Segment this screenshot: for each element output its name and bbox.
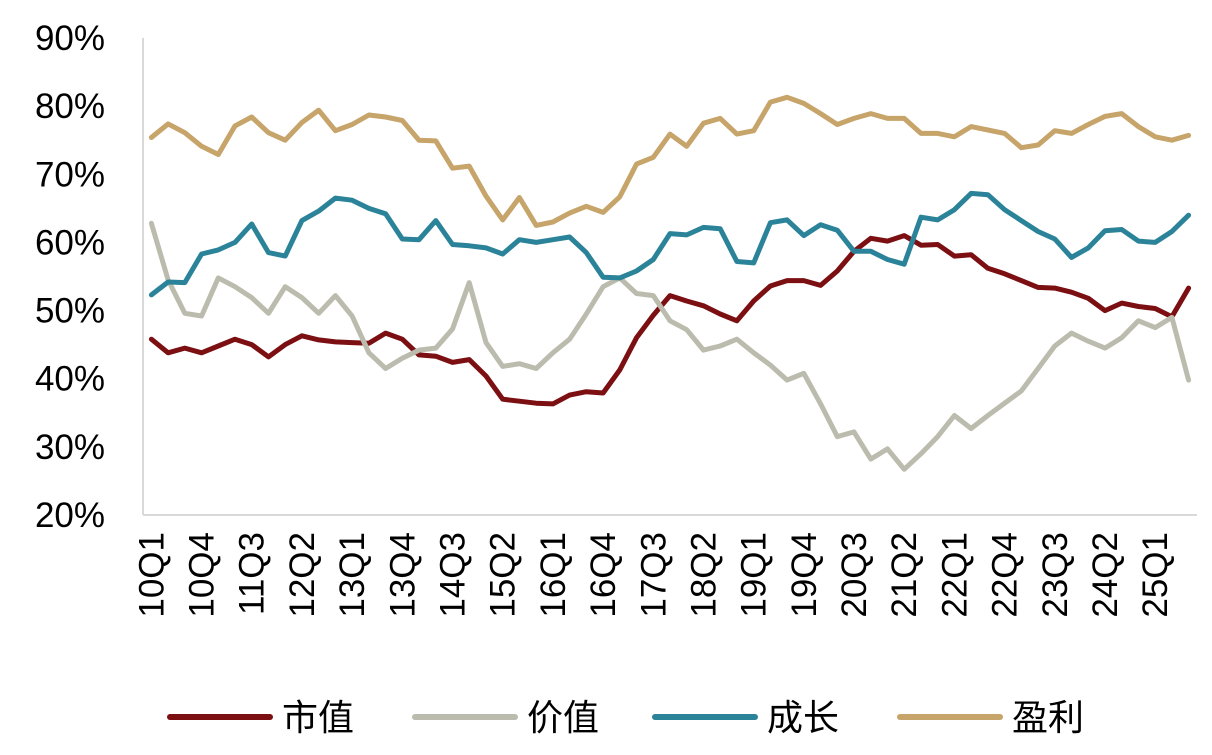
x-tick-label: 21Q2 [885,532,924,618]
legend: 市值 价值 成长 盈利 [167,697,1084,738]
x-tick-label: 13Q4 [383,532,422,618]
y-axis: 20% 30% 40% 50% 60% 70% 80% 90% [35,19,144,535]
x-tick-label: 15Q2 [484,532,523,618]
y-tick-label: 30% [35,428,105,467]
x-tick-label: 10Q4 [183,532,222,618]
x-tick-label: 11Q3 [233,532,272,615]
legend-label: 价值 [527,697,599,738]
x-tick-label: 10Q1 [132,532,171,618]
legend-label: 市值 [282,697,354,738]
y-tick-label: 20% [35,496,105,535]
x-tick-label: 25Q1 [1136,532,1175,618]
x-axis: 10Q1 10Q4 11Q3 12Q2 13Q1 13Q4 14Q3 15Q2 16Q1 16Q4… [132,514,1197,618]
y-tick-label: 90% [35,19,105,58]
series-layer [148,94,1192,472]
x-tick-label: 16Q1 [534,532,573,618]
y-tick-label: 40% [35,360,105,399]
x-tick-label: 23Q3 [1036,532,1075,618]
legend-label: 盈利 [1012,697,1084,738]
x-tick-label: 19Q1 [735,532,774,618]
y-tick-label: 70% [35,155,105,194]
series-line-3 [148,190,1192,298]
legend-label: 成长 [767,697,839,738]
series-line-4 [148,94,1192,228]
x-tick-label: 14Q3 [434,532,473,618]
x-tick-label: 24Q2 [1086,532,1125,618]
x-tick-label: 20Q3 [835,532,874,618]
x-tick-label: 12Q2 [283,532,322,618]
x-tick-label: 19Q4 [785,532,824,618]
x-tick-label: 22Q1 [935,532,974,618]
x-tick-label: 18Q2 [684,532,723,618]
series-line-2 [148,220,1192,472]
x-tick-label: 22Q4 [986,532,1025,618]
y-tick-label: 60% [35,223,105,262]
x-tick-label: 16Q4 [584,532,623,618]
x-tick-label: 13Q1 [333,532,372,618]
series-line-1 [148,233,1192,407]
y-tick-label: 50% [35,292,105,331]
y-tick-label: 80% [35,87,105,126]
x-tick-label: 17Q3 [634,532,673,618]
